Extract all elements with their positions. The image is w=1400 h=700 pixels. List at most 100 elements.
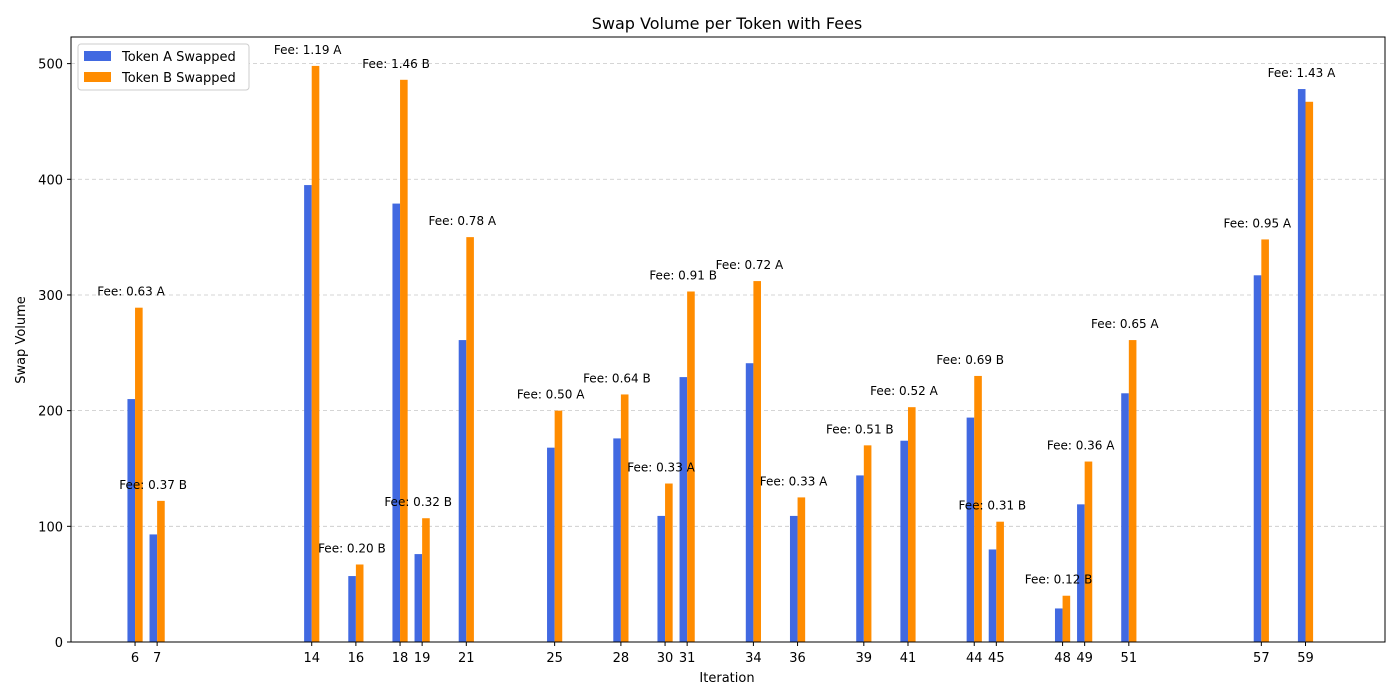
x-axis-label: Iteration (699, 671, 754, 686)
bar-token-a (414, 554, 423, 642)
y-tick-label: 100 (38, 520, 63, 535)
fee-label: Fee: 0.36 A (1047, 439, 1115, 453)
bar-token-a (856, 475, 864, 642)
legend: Token A Swapped Token B Swapped (77, 43, 250, 91)
legend-label-token-b: Token B Swapped (121, 71, 236, 86)
x-tick-label: 19 (414, 651, 431, 666)
x-axis: 6 7 14 16 18 19 21 25 28 30 31 34 36 39 41 44 45 48 49 51 57… (131, 642, 1314, 666)
bar-token-b (863, 445, 872, 642)
bar-token-b (466, 237, 474, 643)
x-tick-label: 21 (458, 651, 475, 666)
bar-token-b (135, 307, 143, 642)
fee-label: Fee: 0.95 A (1224, 216, 1292, 230)
bar-token-b (974, 375, 982, 642)
bar-token-b (1305, 101, 1314, 643)
x-tick-label: 39 (856, 651, 873, 666)
legend-frame (77, 43, 250, 91)
fee-label: Fee: 0.63 A (97, 285, 165, 299)
bar-token-a (127, 399, 136, 642)
bar-token-a (1077, 504, 1085, 642)
x-tick-label: 57 (1253, 651, 1270, 666)
fee-label: Fee: 0.52 A (870, 384, 938, 398)
bar-token-b (1128, 340, 1137, 642)
x-tick-label: 7 (153, 651, 161, 666)
y-tick-label: 0 (55, 636, 63, 651)
bar-token-a (613, 438, 621, 642)
x-tick-label: 31 (679, 651, 696, 666)
fee-label: Fee: 0.33 A (760, 474, 828, 488)
fee-label: Fee: 0.91 B (649, 268, 717, 282)
bar-token-a (304, 185, 312, 642)
x-tick-label: 48 (1054, 651, 1071, 666)
bar-token-a (1121, 393, 1129, 642)
bar-token-b (753, 281, 761, 642)
fee-labels-group: Fee: 0.63 A Fee: 0.37 B Fee: 1.19 A Fee: 0.… (97, 43, 1336, 587)
bar-token-b (687, 291, 695, 642)
x-tick-label: 59 (1297, 651, 1314, 666)
bar-token-b (1261, 239, 1269, 642)
bar-token-b (620, 394, 629, 642)
fee-label: Fee: 0.32 B (384, 495, 452, 509)
fee-label: Fee: 0.37 B (119, 478, 187, 492)
bar-token-b (996, 521, 1004, 642)
x-tick-label: 25 (546, 651, 563, 666)
bar-token-a (1253, 275, 1262, 642)
x-tick-label: 14 (303, 651, 320, 666)
plot-frame (70, 36, 1386, 643)
fee-label: Fee: 0.51 B (826, 422, 894, 436)
fee-label: Fee: 0.20 B (318, 541, 386, 555)
bar-token-a (657, 515, 666, 642)
bar-token-a (1297, 89, 1306, 643)
bar-token-b (355, 564, 364, 642)
y-axis-label: Swap Volume (14, 296, 29, 384)
bar-token-b (311, 65, 320, 643)
bar-token-a (392, 203, 401, 642)
bar-token-a (966, 417, 975, 642)
bar-token-a (1054, 608, 1063, 642)
y-tick-label: 200 (38, 405, 63, 420)
bar-token-b (1062, 595, 1071, 642)
bar-token-b (665, 483, 673, 642)
bar-token-b (1084, 461, 1093, 642)
x-tick-label: 51 (1121, 651, 1138, 666)
bar-token-a (679, 377, 688, 642)
bar-token-b (907, 407, 916, 642)
bar-token-a (458, 340, 467, 642)
bar-token-a (900, 440, 908, 642)
fee-label: Fee: 0.78 A (428, 214, 496, 228)
bar-token-a (348, 576, 356, 642)
fee-label: Fee: 0.72 A (716, 258, 784, 272)
x-tick-label: 45 (988, 651, 1005, 666)
x-tick-label: 41 (900, 651, 917, 666)
fee-label: Fee: 1.19 A (274, 43, 342, 57)
legend-label-token-a: Token A Swapped (121, 50, 236, 65)
bar-token-a (745, 363, 754, 642)
bar-token-a (149, 534, 158, 642)
y-tick-label: 400 (38, 173, 63, 188)
bar-token-a (988, 549, 997, 642)
y-tick-label: 300 (38, 289, 63, 304)
legend-swatch-token-a (84, 51, 111, 61)
x-tick-label: 34 (745, 651, 762, 666)
x-tick-label: 16 (348, 651, 365, 666)
x-tick-label: 49 (1076, 651, 1093, 666)
fee-label: Fee: 1.43 A (1268, 66, 1336, 80)
fee-label: Fee: 0.31 B (959, 499, 1027, 513)
bar-token-b (157, 500, 165, 642)
fee-label: Fee: 0.33 A (627, 461, 695, 475)
x-tick-label: 6 (131, 651, 139, 666)
fee-label: Fee: 1.46 B (362, 57, 430, 71)
chart-title: Swap Volume per Token with Fees (592, 14, 863, 33)
bar-token-a (789, 515, 798, 642)
bar-token-b (422, 518, 430, 642)
y-axis: 0 100 200 300 400 500 (38, 58, 71, 651)
legend-swatch-token-b (84, 72, 111, 82)
grid-lines (71, 63, 1385, 527)
fee-label: Fee: 0.64 B (583, 371, 651, 385)
fee-label: Fee: 0.50 A (517, 388, 585, 402)
x-tick-label: 36 (789, 651, 806, 666)
fee-label: Fee: 0.12 B (1025, 573, 1093, 587)
x-tick-label: 44 (966, 651, 983, 666)
x-tick-label: 18 (392, 651, 409, 666)
